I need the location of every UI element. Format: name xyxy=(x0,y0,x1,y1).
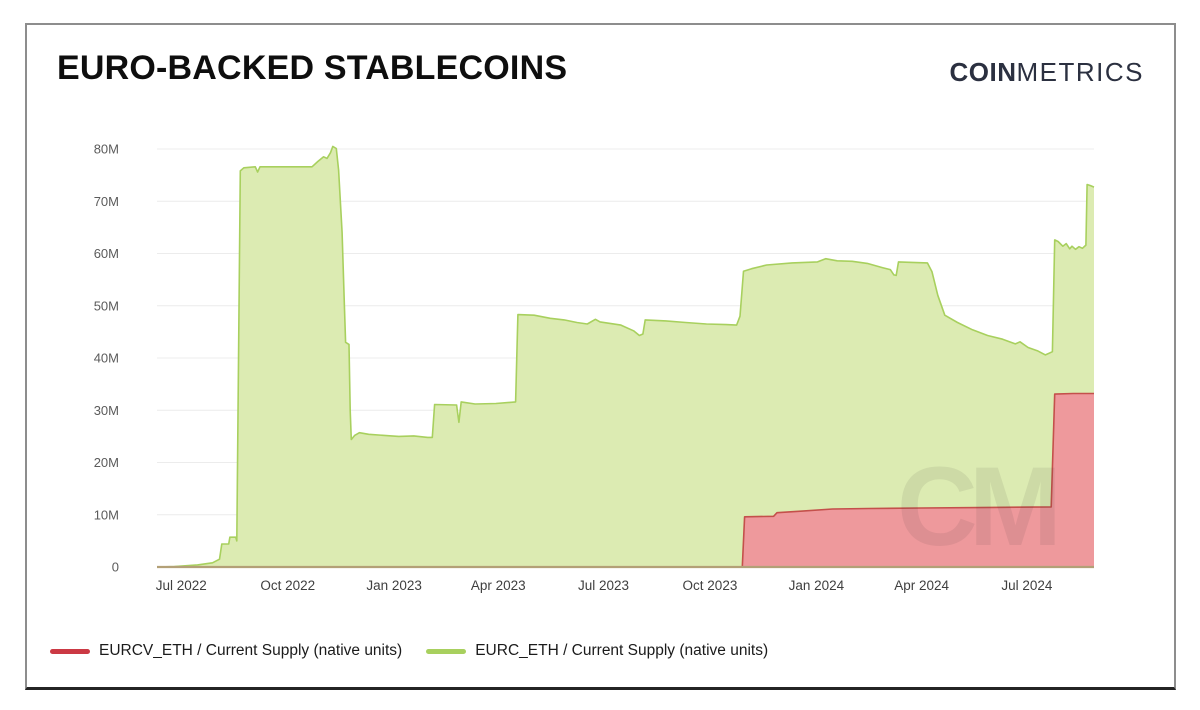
page-title: EURO-BACKED STABLECOINS xyxy=(57,49,568,87)
y-tick-label: 20M xyxy=(94,455,119,470)
cm-watermark: CM xyxy=(897,444,1055,569)
legend-swatch-eurc xyxy=(426,648,467,654)
x-tick-label: Jul 2022 xyxy=(156,578,207,593)
logo-coin-text: COIN xyxy=(949,57,1017,87)
x-tick-label: Jul 2023 xyxy=(578,578,629,593)
y-tick-label: 10M xyxy=(94,507,119,522)
logo-metrics-text: METRICS xyxy=(1016,57,1144,87)
legend-item-eurcv: EURCV_ETH / Current Supply (native units… xyxy=(50,642,402,660)
area-eurcv-eth xyxy=(157,393,1094,567)
x-tick-label: Apr 2023 xyxy=(471,578,526,593)
legend-label-eurc: EURC_ETH / Current Supply (native units) xyxy=(475,642,769,659)
line-eurc-eth xyxy=(156,145,1095,568)
chart-canvas: 0 10M 20M 30M 40M 50M 60M 70M 80M Jul 2022 Oct 202… xyxy=(94,142,1095,593)
line-eurcv-eth xyxy=(157,392,1094,568)
y-tick-label: 40M xyxy=(94,351,119,366)
y-tick-label: 0 xyxy=(112,560,119,575)
chart-legend: EURCV_ETH / Current Supply (native units… xyxy=(50,639,768,663)
x-tick-label: Jan 2024 xyxy=(789,578,845,593)
x-tick-label: Jan 2023 xyxy=(366,578,422,593)
legend-label-eurcv: EURCV_ETH / Current Supply (native units… xyxy=(99,642,403,659)
y-tick-label: 60M xyxy=(94,246,119,261)
x-tick-label: Jul 2024 xyxy=(1001,578,1053,593)
y-tick-label: 30M xyxy=(94,403,119,418)
x-tick-label: Oct 2023 xyxy=(683,578,738,593)
x-tick-label: Oct 2022 xyxy=(260,578,315,593)
legend-item-eurc: EURC_ETH / Current Supply (native units) xyxy=(426,642,768,660)
chart-card: EURO-BACKED STABLECOINS COINMETRICS 0 10M… xyxy=(25,23,1176,690)
legend-swatch-eurcv xyxy=(50,648,90,654)
y-tick-label: 70M xyxy=(94,194,119,209)
coinmetrics-logo: COINMETRICS xyxy=(950,57,1145,88)
area-eurc-eth xyxy=(157,146,1094,567)
x-tick-label: Apr 2024 xyxy=(894,578,949,593)
y-tick-label: 80M xyxy=(94,142,119,157)
y-tick-label: 50M xyxy=(94,298,119,313)
